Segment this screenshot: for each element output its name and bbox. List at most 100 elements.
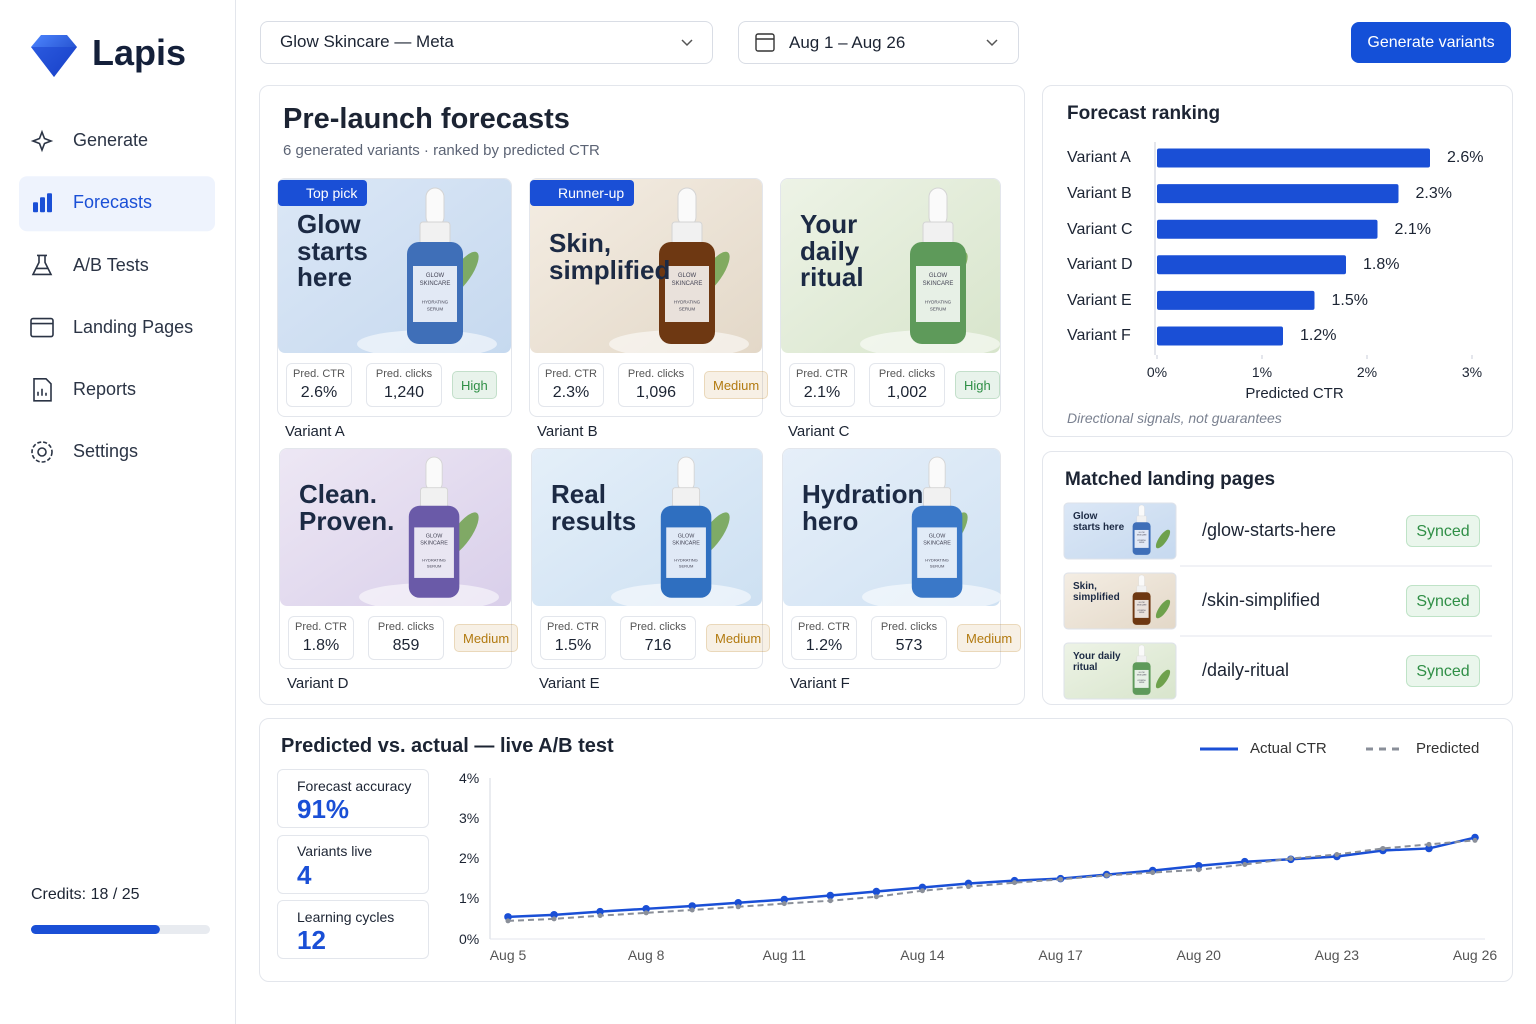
bottle-label: [414, 527, 454, 578]
point: [1242, 862, 1248, 868]
stat-box: [366, 363, 442, 407]
bottle-text: HYDRATING: [925, 557, 949, 562]
point: [550, 911, 558, 919]
y-tick-label: Variant C: [1067, 220, 1133, 238]
point: [596, 907, 604, 916]
stat-value: 1.2%: [805, 637, 843, 655]
bar: [1157, 326, 1283, 346]
point: [597, 913, 603, 919]
bottle-text: SKINCARE: [420, 281, 451, 287]
ab-test-panel: [259, 718, 1513, 982]
nav-icon: [30, 129, 54, 153]
stat-label: Forecast accuracy: [297, 777, 412, 794]
variant-name: Variant F: [790, 675, 850, 692]
bottle-text: HYDRATING: [925, 300, 952, 305]
account-select[interactable]: [260, 21, 713, 64]
generate-button[interactable]: [1351, 22, 1511, 63]
bar: [1157, 219, 1378, 239]
bottle-label: [1134, 669, 1149, 688]
stat-value: 1.5%: [554, 637, 592, 655]
bottle-label: [1134, 529, 1149, 548]
bottle-text: GLOW: [1139, 532, 1145, 534]
nav-icon: [30, 317, 54, 338]
dropper-bulb: [425, 456, 443, 492]
variant-badge: Runner-up: [530, 180, 635, 206]
stat-value: 2.6%: [300, 384, 338, 402]
x-tick-label: Aug 20: [1176, 946, 1221, 963]
brand: Lapis: [92, 32, 187, 74]
bottle-text: SERUM: [427, 564, 442, 569]
y-tick-label: 4%: [459, 769, 480, 786]
y-tick-label: 1%: [459, 890, 480, 907]
x-tick-label: 1%: [1251, 363, 1273, 380]
variant-headline: Hydration hero: [802, 479, 924, 536]
stat-label: Variants live: [297, 843, 373, 860]
bottle-text: HYDRATING: [422, 557, 446, 562]
stat-value: 12: [297, 925, 326, 956]
x-axis-label: Predicted CTR: [1245, 385, 1344, 402]
variant-badge: Top pick: [278, 180, 368, 206]
nav-item[interactable]: Landing Pages: [73, 316, 194, 337]
stat-box: [368, 616, 444, 660]
thumb-headline: Your daily ritual: [1073, 651, 1121, 673]
status-pill: Synced: [1406, 515, 1480, 547]
y-tick-label: Variant D: [1067, 256, 1133, 274]
point: [919, 888, 925, 894]
variant-headline: Clean. Proven.: [299, 479, 395, 536]
value-label: 2.3%: [1415, 185, 1452, 202]
bottle-text: HYDRATING: [674, 300, 701, 305]
nav-icon: [33, 193, 52, 213]
stat-value: 859: [392, 637, 420, 655]
forecasts-title: Pre-launch forecasts: [283, 102, 570, 135]
stat-label: Pred. clicks: [627, 368, 685, 381]
bottle-text: SKINCARE: [923, 541, 951, 547]
date-select[interactable]: [738, 21, 1019, 64]
point: [1058, 876, 1064, 882]
bottle-text: SERUM: [1139, 612, 1145, 614]
point: [965, 884, 971, 890]
stat-label: Pred. clicks: [375, 368, 433, 381]
bottle-collar: [671, 221, 703, 245]
y-tick-label: Variant B: [1067, 185, 1132, 202]
stat-card: [277, 834, 429, 894]
bottle-collar: [922, 221, 954, 245]
stat-label: Pred. CTR: [545, 368, 597, 381]
x-tick-label: 2%: [1356, 363, 1378, 380]
leaf: [1155, 669, 1171, 689]
bottle-label: [665, 266, 709, 322]
value-label: 2.1%: [1394, 220, 1431, 238]
confidence-pill: Medium: [704, 371, 769, 399]
date-range: Aug 1 – Aug 26: [789, 32, 906, 52]
nav-item[interactable]: Settings: [73, 441, 139, 462]
nav-item[interactable]: Forecasts: [73, 192, 153, 213]
bottle-text: GLOW: [1139, 672, 1145, 674]
page-path[interactable]: /skin-simplified: [1202, 590, 1321, 611]
stat-label: Pred. CTR: [295, 621, 347, 634]
icon: [40, 197, 45, 213]
page-path[interactable]: /glow-starts-here: [1202, 520, 1337, 541]
chart-title: Predicted vs. actual — live A/B test: [281, 735, 614, 757]
stat-value: 1.8%: [302, 637, 340, 655]
dropper-bulb: [1138, 574, 1145, 588]
nav-item[interactable]: Reports: [73, 379, 137, 399]
point: [826, 891, 835, 900]
forecasts-subtitle: 6 generated variants · ranked by predict…: [283, 142, 600, 159]
dropper-bulb: [1138, 644, 1145, 658]
x-tick-label: Aug 8: [627, 946, 665, 963]
x-tick-label: Aug 17: [1038, 946, 1083, 963]
icon: [31, 254, 53, 276]
point: [1196, 867, 1202, 873]
stat-value: 1,096: [635, 384, 677, 402]
bottle-text: GLOW: [426, 533, 443, 539]
stat-box: [538, 363, 604, 407]
logo-facet: [31, 47, 77, 77]
nav-item[interactable]: Generate: [73, 130, 149, 151]
bottle-text: SERUM: [1139, 542, 1145, 544]
nav-item[interactable]: A/B Tests: [73, 254, 149, 275]
dropper-bulb: [928, 456, 946, 492]
page-path[interactable]: /daily-ritual: [1202, 660, 1290, 681]
